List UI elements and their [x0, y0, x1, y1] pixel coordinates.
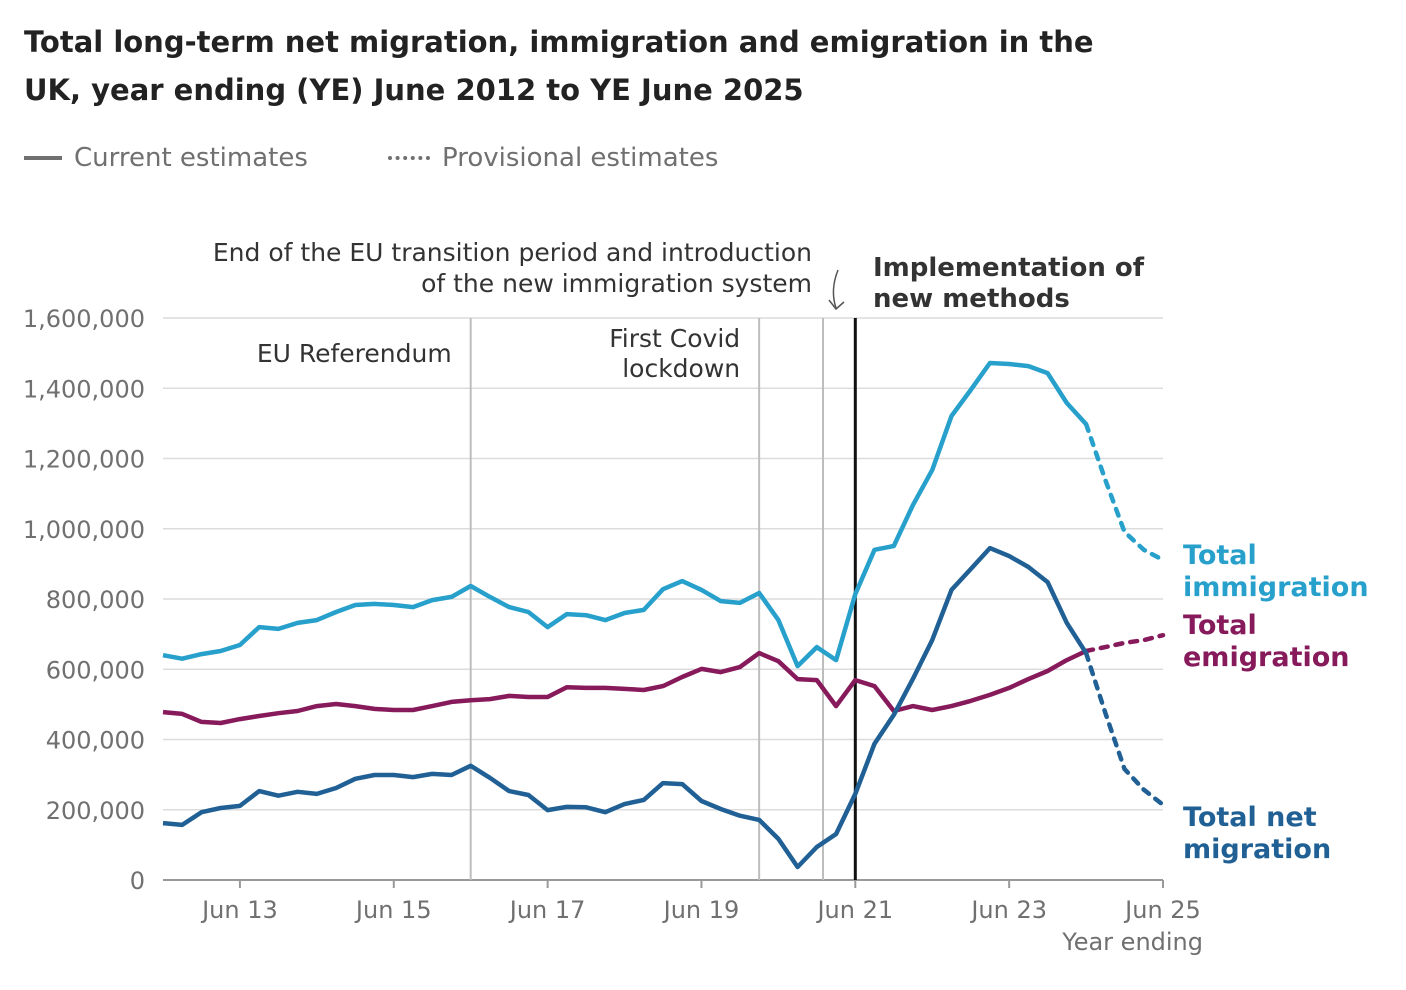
- series-provisional-emigration: [1083, 632, 1166, 654]
- x-tick-label: Jun 23: [969, 896, 1047, 924]
- legend-current: Current estimates: [24, 143, 308, 173]
- legend-solid-swatch: [24, 156, 62, 160]
- x-tick-label: Jun 13: [200, 896, 278, 924]
- annotation-referendum: EU Referendum: [257, 339, 452, 368]
- series-line-net-migration: [162, 545, 1088, 870]
- x-tick-label: Jun 17: [508, 896, 586, 924]
- legend-current-label: Current estimates: [74, 143, 308, 173]
- x-tick-label: Jun 21: [815, 896, 893, 924]
- annotation-eu-transition-1: End of the EU transition period and intr…: [213, 238, 812, 267]
- legend-provisional-label: Provisional estimates: [442, 143, 719, 173]
- annotation-eu-transition-2: of the new immigration system: [421, 269, 812, 298]
- x-tick-label: Jun 19: [662, 896, 740, 924]
- x-axis-label: Year ending: [1061, 928, 1203, 956]
- y-tick-label: 600,000: [46, 656, 145, 684]
- series-label-net-migration: migration: [1183, 834, 1331, 865]
- legend-dotted-swatch: [388, 156, 430, 160]
- y-tick-label: 1,000,000: [23, 516, 145, 544]
- annotation-new-methods-2: new methods: [873, 284, 1070, 314]
- series-line-emigration: [162, 648, 1088, 726]
- series-line-immigration: [162, 360, 1088, 669]
- series-label-emigration: emigration: [1183, 642, 1350, 673]
- chart-title: Total long-term net migration, immigrati…: [24, 25, 1094, 107]
- series-label-net-migration: Total net: [1183, 802, 1317, 833]
- y-tick-label: 200,000: [46, 797, 145, 825]
- annotation-new-methods-1: Implementation of: [873, 253, 1145, 283]
- x-tick-label: Jun 25: [1123, 896, 1201, 924]
- y-tick-label: 1,200,000: [23, 446, 145, 474]
- y-tick-label: 1,600,000: [23, 305, 145, 333]
- series-label-emigration: Total: [1183, 610, 1257, 641]
- x-tick-label: Jun 15: [354, 896, 432, 924]
- annotation-covid-1: First Covid: [609, 324, 740, 353]
- y-tick-label: 400,000: [46, 727, 145, 755]
- series-label-immigration: immigration: [1183, 572, 1369, 603]
- series-provisional-immigration: [1083, 421, 1166, 563]
- series-label-immigration: Total: [1183, 540, 1257, 571]
- y-tick-label: 800,000: [46, 586, 145, 614]
- annotation-covid-2: lockdown: [622, 354, 740, 383]
- y-tick-label: 0: [130, 867, 145, 895]
- y-tick-label: 1,400,000: [23, 375, 145, 403]
- series-provisional-net-migration: [1083, 650, 1166, 808]
- arrow-icon: [828, 269, 845, 311]
- legend-provisional: Provisional estimates: [388, 143, 718, 173]
